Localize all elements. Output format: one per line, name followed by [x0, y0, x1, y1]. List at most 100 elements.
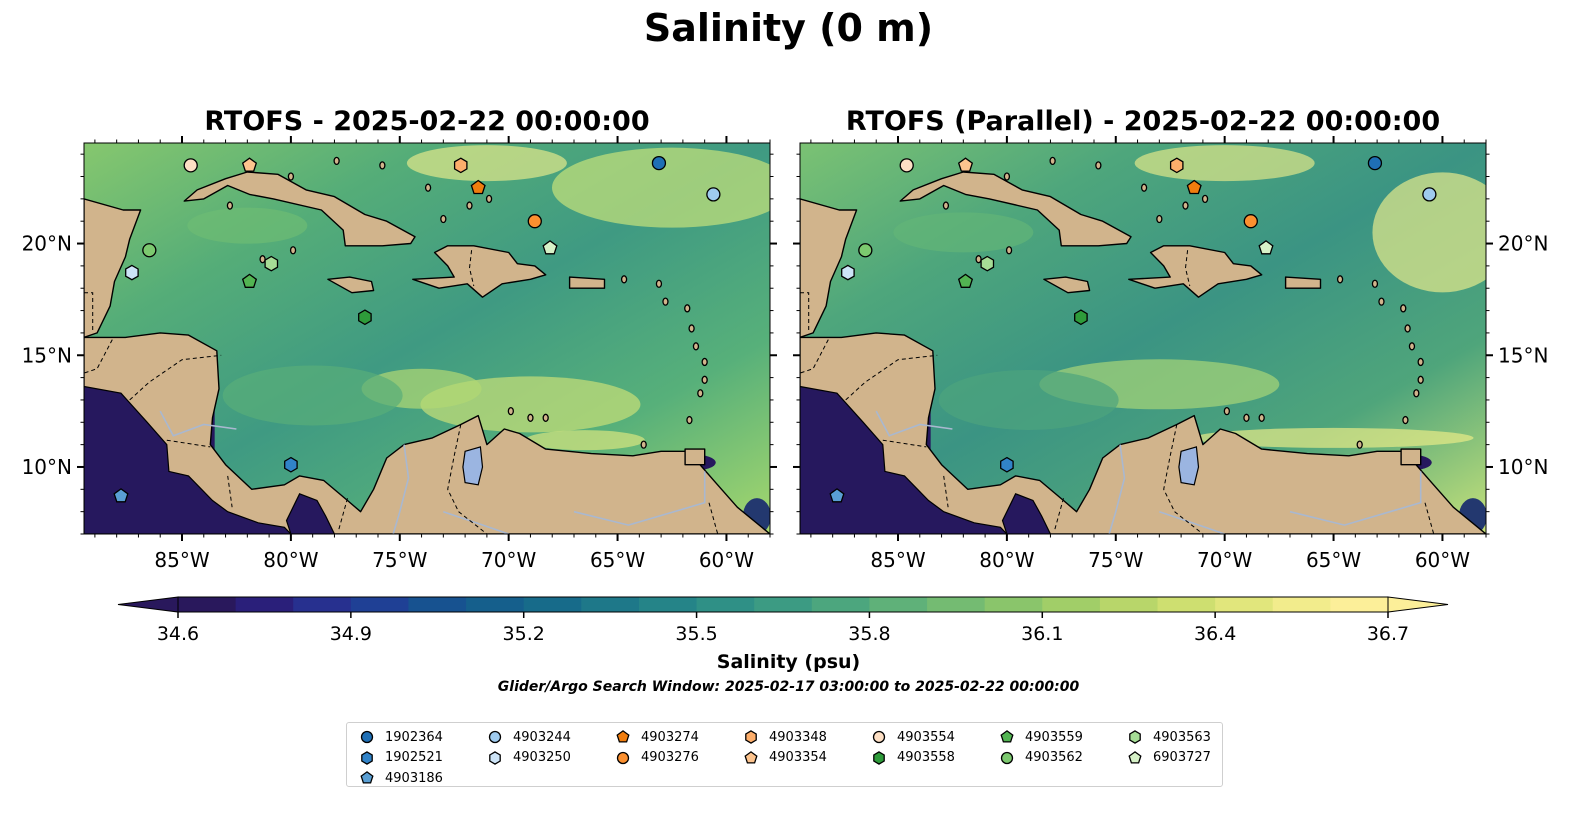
- legend-item-1902521: 1902521: [359, 748, 443, 769]
- river: [875, 410, 953, 437]
- platform-marker-4903276: [527, 214, 542, 229]
- platform-marker-6903727: [1258, 240, 1274, 255]
- island: [942, 201, 950, 210]
- y-tick-label: 10°N: [22, 455, 72, 479]
- island: [692, 342, 700, 351]
- x-tick-label: 80°W: [263, 548, 318, 572]
- platform-marker-4903563: [980, 255, 995, 272]
- land-puertorico: [1284, 276, 1322, 289]
- country-border: [227, 475, 233, 508]
- legend-item-4903558: 4903558: [871, 748, 955, 769]
- island: [542, 413, 549, 422]
- y-tick-label: 20°N: [22, 232, 72, 256]
- legend-label: 4903348: [769, 729, 827, 745]
- platform-marker-1902364: [651, 155, 667, 171]
- y-tick-label: 10°N: [1498, 455, 1548, 479]
- platform-marker-4903186: [829, 488, 845, 503]
- land-cuba: [183, 171, 416, 247]
- legend-marker-hexagon-icon: [489, 750, 501, 765]
- island: [1095, 161, 1102, 170]
- country-border: [943, 475, 949, 508]
- legend-item-4903559: 4903559: [999, 727, 1083, 748]
- colorbar-tick-label: 36.7: [1367, 623, 1409, 645]
- legend-label: 4903186: [385, 770, 443, 786]
- country-border: [338, 498, 348, 530]
- map-panel-rtofs: 85°W 80°W 75°W 70°W 65°W 60°W 10°N 15°N 20°N: [22, 136, 777, 572]
- legend-marker-circle-icon: [1000, 751, 1014, 764]
- legend-marker: [1000, 730, 1014, 743]
- legend-marker: [488, 731, 502, 744]
- river: [443, 510, 509, 534]
- island: [1400, 304, 1407, 313]
- y-tick-label: 15°N: [1498, 343, 1548, 367]
- land-puertorico: [568, 276, 606, 289]
- country-border: [1054, 498, 1064, 530]
- legend-label: 4903554: [897, 729, 955, 745]
- legend-marker: [616, 730, 630, 743]
- lake-maracaibo: [1178, 446, 1200, 486]
- legend-marker: [360, 771, 374, 784]
- platform-marker-4903274: [1186, 179, 1202, 195]
- country-border: [84, 292, 94, 333]
- platform-marker-4903348: [1169, 157, 1184, 174]
- x-tick-label: 70°W: [1197, 548, 1252, 572]
- legend-marker-hexagon-icon: [745, 730, 757, 745]
- island: [1201, 194, 1209, 204]
- x-tick-label: 60°W: [699, 548, 754, 572]
- legend-marker-pentagon-icon: [616, 730, 630, 743]
- legend-marker-circle-icon: [488, 731, 502, 744]
- colorbar-label: Salinity (psu): [716, 651, 861, 673]
- pacific-ocean: [800, 385, 1008, 534]
- island: [686, 415, 693, 425]
- platform-marker-4903250: [841, 264, 855, 281]
- legend-label: 1902521: [385, 750, 443, 766]
- panel-title-rtofs-parallel: RTOFS (Parallel) - 2025-02-22 00:00:00: [845, 106, 1441, 137]
- platform-marker-4903186: [113, 488, 129, 503]
- island: [1404, 324, 1411, 333]
- colorbar-tick-label: 34.9: [330, 623, 372, 645]
- platform-marker-6903727: [542, 240, 558, 255]
- colorbar-tick-label: 36.4: [1194, 623, 1236, 645]
- legend-marker-pentagon-icon: [744, 750, 758, 764]
- legend-marker: [744, 750, 758, 764]
- island: [662, 297, 669, 306]
- legend-item-4903554: 4903554: [871, 727, 955, 748]
- y-tick-label: 15°N: [22, 343, 72, 367]
- legend-item-4903354: 4903354: [743, 748, 827, 769]
- legend-marker-pentagon-icon: [360, 771, 374, 784]
- country-border: [166, 439, 211, 448]
- colorbar-tick-label: 36.1: [1021, 623, 1063, 645]
- island: [485, 194, 493, 204]
- legend-label: 4903559: [1025, 729, 1083, 745]
- island: [259, 255, 266, 264]
- legend-marker: [489, 750, 501, 765]
- x-tick-label: 65°W: [590, 548, 645, 572]
- river: [1289, 471, 1422, 526]
- platform-marker-4903563: [264, 255, 279, 272]
- legend-item-4903250: 4903250: [487, 748, 571, 769]
- map-panel-rtofs-parallel: 85°W 80°W 75°W 70°W 65°W 60°W 10°N 15°N 20°N: [793, 136, 1548, 572]
- island: [507, 406, 514, 416]
- figure-title: Salinity (0 m): [643, 6, 934, 50]
- x-tick-label: 80°W: [979, 548, 1034, 572]
- country-border: [84, 339, 113, 374]
- colorbar-tick-label: 35.2: [503, 623, 545, 645]
- island: [1356, 440, 1363, 449]
- x-tick-label: 85°W: [154, 548, 209, 572]
- legend-label: 4903354: [769, 750, 827, 766]
- country-border: [800, 292, 810, 333]
- colorbar-tick-label: 35.8: [848, 623, 890, 645]
- island: [1417, 357, 1424, 367]
- country-border: [1424, 502, 1435, 534]
- island: [440, 214, 447, 224]
- pacific-ocean: [84, 385, 292, 534]
- legend-column: 1902364 1902521 4903186: [359, 727, 443, 789]
- platform-marker-4903244: [1422, 187, 1437, 202]
- legend-marker-hexagon-icon: [873, 750, 885, 765]
- island: [655, 279, 663, 288]
- legend-label: 4903558: [897, 750, 955, 766]
- island: [527, 413, 534, 422]
- legend-column: 4903348 4903354: [743, 727, 827, 768]
- legend-marker: [873, 750, 885, 765]
- y-tick-label: 20°N: [1498, 232, 1548, 256]
